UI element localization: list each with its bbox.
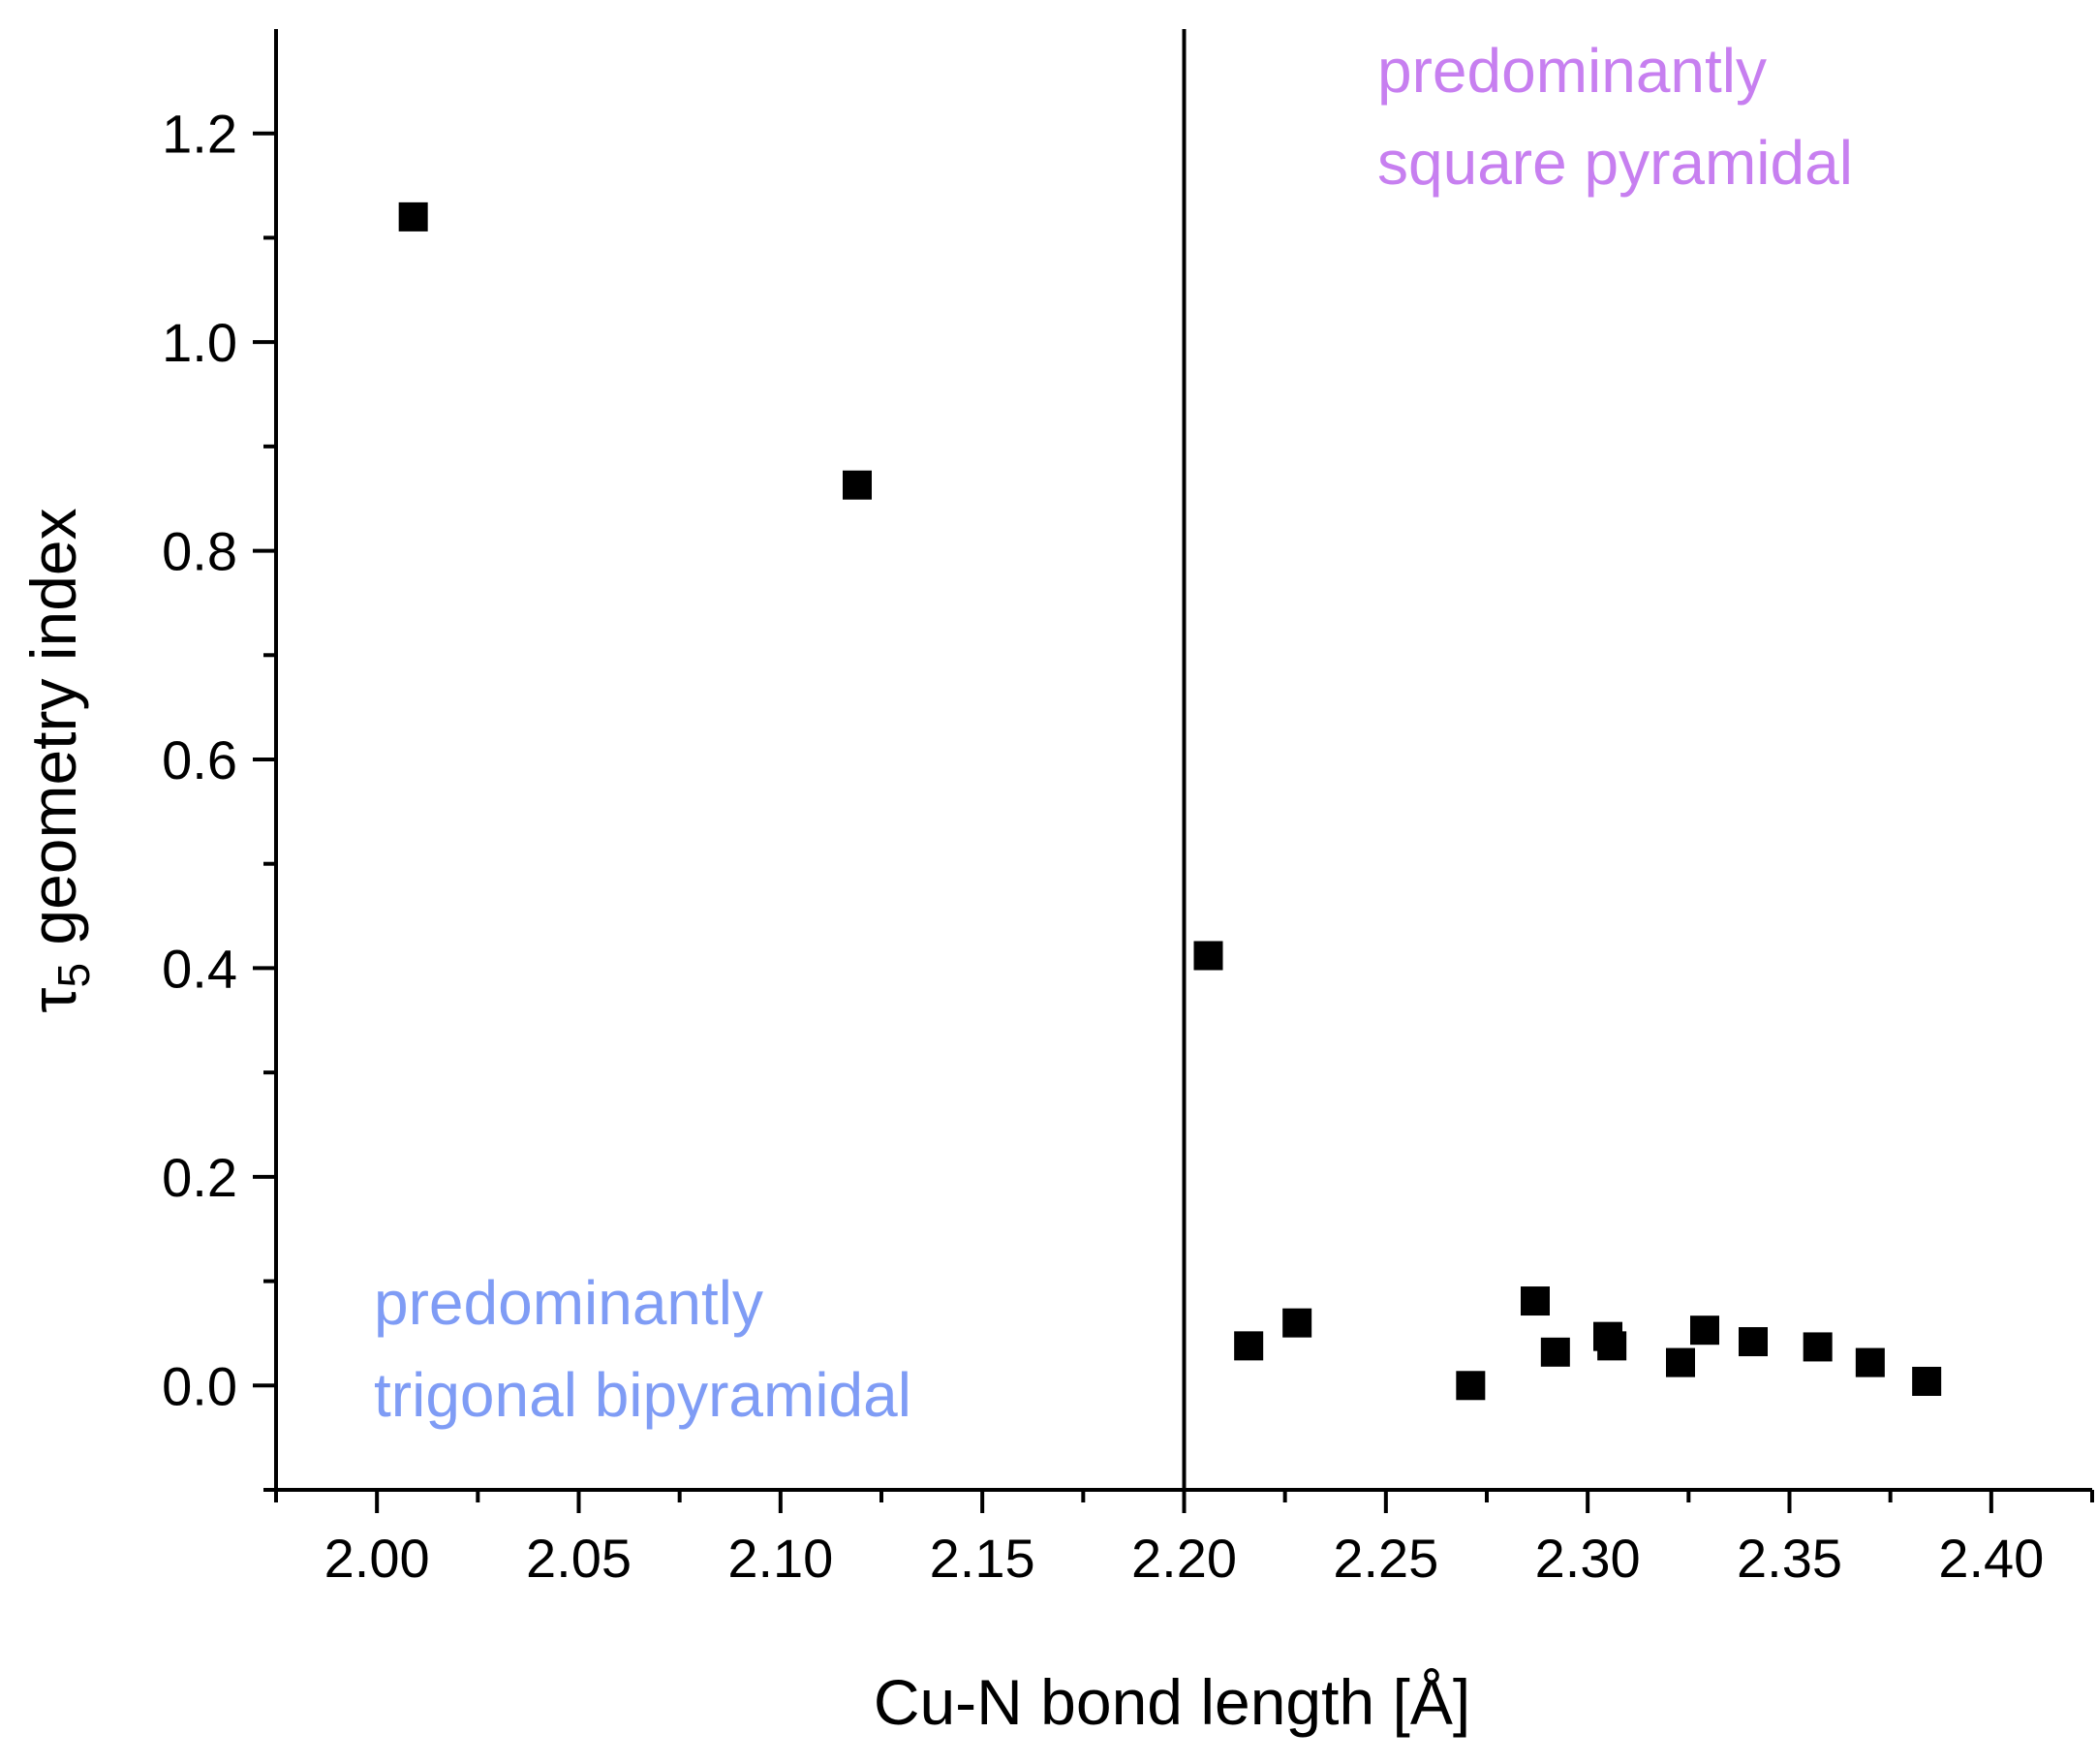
x-tick-label: 2.15 (930, 1528, 1035, 1589)
y-tick-label: 0.2 (162, 1147, 237, 1208)
data-point (1855, 1347, 1885, 1377)
data-points (398, 201, 1942, 1401)
data-point (1234, 1331, 1264, 1361)
y-tick-label: 1.2 (162, 104, 237, 165)
y-tick-label: 1.0 (162, 312, 237, 373)
y-axis-title-symbol: τ (17, 988, 89, 1013)
data-point (1193, 941, 1223, 971)
x-tick-label: 2.00 (324, 1528, 430, 1589)
data-point (843, 470, 872, 500)
annotation-square-pyramidal-line-2: square pyramidal (1377, 128, 1853, 198)
y-axis-title-subscript: 5 (48, 963, 99, 988)
axes: 0.0 0.2 0.4 0.6 0.8 1.0 1.2 2.00 2.05 2.10 2.15 2.2… (162, 29, 2094, 1589)
annotation-square-pyramidal-line-1: predominantly (1377, 36, 1767, 106)
x-tick-label: 2.10 (727, 1528, 833, 1589)
data-point (1597, 1331, 1627, 1361)
data-point (1666, 1347, 1695, 1377)
annotation-trigonal-bipyramidal-line-2: trigonal bipyramidal (374, 1360, 911, 1430)
x-tick-label: 2.05 (526, 1528, 632, 1589)
x-tick-label: 2.20 (1131, 1528, 1237, 1589)
data-point (1739, 1327, 1768, 1357)
x-tick-label: 2.35 (1737, 1528, 1842, 1589)
annotation-trigonal-bipyramidal-line-1: predominantly (374, 1268, 763, 1338)
data-point (1521, 1286, 1550, 1316)
data-point (398, 201, 428, 232)
y-tick-label: 0.6 (162, 729, 237, 790)
y-tick-label: 0.4 (162, 938, 237, 999)
y-axis-title: τ5 geometry index (17, 508, 99, 1012)
annotations: predominantly square pyramidal predominant… (374, 36, 1853, 1430)
data-point (1912, 1366, 1942, 1396)
axis-titles: Cu-N bond length [Å] τ5 geometry index (17, 508, 1470, 1738)
data-point (1456, 1371, 1486, 1401)
data-point (1690, 1315, 1719, 1346)
y-tick-label: 0.8 (162, 521, 237, 582)
data-point (1803, 1332, 1833, 1362)
data-point (1540, 1337, 1570, 1367)
data-point (1282, 1308, 1312, 1338)
x-tick-label: 2.25 (1333, 1528, 1438, 1589)
x-axis-title: Cu-N bond length [Å] (874, 1666, 1470, 1738)
x-tick-label: 2.30 (1535, 1528, 1641, 1589)
x-tick-label: 2.40 (1938, 1528, 2044, 1589)
y-axis-title-text: geometry index (17, 508, 89, 963)
y-tick-label: 0.0 (162, 1355, 237, 1416)
